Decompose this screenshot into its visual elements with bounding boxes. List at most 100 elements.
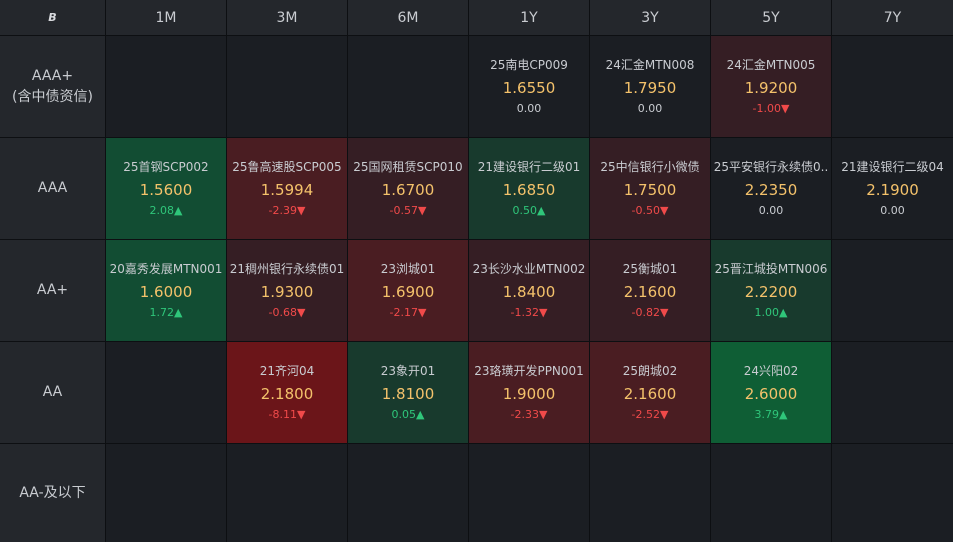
bond-cell[interactable]: 25衡城01 2.1600 -0.82▼ — [590, 240, 710, 341]
bond-cell[interactable]: 25中信银行小微债 1.7500 -0.50▼ — [590, 138, 710, 239]
row-header: AAA — [0, 138, 105, 239]
empty-cell — [106, 36, 226, 137]
row-header-label: AAA — [37, 180, 68, 196]
row-header-sublabel: (含中债资信) — [12, 88, 93, 105]
bond-cell[interactable]: 23珞璜开发PPN001 1.9000 -2.33▼ — [469, 342, 589, 443]
bond-name: 24汇金MTN008 — [605, 57, 695, 72]
bond-name: 21齐河04 — [259, 363, 315, 378]
empty-cell — [832, 342, 953, 443]
bond-rate: 2.2350 — [744, 180, 798, 199]
empty-cell — [227, 36, 347, 137]
bond-cell[interactable]: 25晋江城投MTN006 2.2200 1.00▲ — [711, 240, 831, 341]
bond-cell[interactable]: 23象开01 1.8100 0.05▲ — [348, 342, 468, 443]
bond-cell[interactable]: 24兴阳02 2.6000 3.79▲ — [711, 342, 831, 443]
column-header-7y[interactable]: 7Y — [832, 0, 953, 35]
row-header: AAA+ (含中债资信) — [0, 36, 105, 137]
bond-cell[interactable]: 25南电CP009 1.6550 0.00 — [469, 36, 589, 137]
empty-cell — [469, 444, 589, 542]
column-header-1m[interactable]: 1M — [106, 0, 226, 35]
bond-name: 25鲁高速股SCP005 — [232, 159, 342, 174]
empty-cell — [832, 444, 953, 542]
bond-name: 24汇金MTN005 — [726, 57, 816, 72]
bond-rate: 1.8100 — [381, 384, 435, 403]
empty-cell — [106, 444, 226, 542]
bond-rate: 1.9000 — [502, 384, 556, 403]
bond-cell[interactable]: 25鲁高速股SCP005 1.5994 -2.39▼ — [227, 138, 347, 239]
bond-name: 25朗城02 — [622, 363, 678, 378]
bond-rate: 1.5600 — [139, 180, 193, 199]
row-header-label: AA-及以下 — [19, 484, 86, 501]
bond-name: 23珞璜开发PPN001 — [474, 363, 584, 378]
row-header-label: AAA+ — [31, 67, 74, 84]
empty-cell — [348, 444, 468, 542]
bond-name: 23长沙水业MTN002 — [472, 261, 586, 276]
bond-name: 21稠州银行永续债01 — [229, 261, 345, 276]
bond-cell[interactable]: 23长沙水业MTN002 1.8400 -1.32▼ — [469, 240, 589, 341]
column-header-3m[interactable]: 3M — [227, 0, 347, 35]
bond-rate: 1.7950 — [623, 78, 677, 97]
bond-change: 0.00 — [880, 203, 905, 217]
column-header-5y[interactable]: 5Y — [711, 0, 831, 35]
bond-rate: 1.6700 — [381, 180, 435, 199]
bond-cell[interactable]: 25朗城02 2.1600 -2.52▼ — [590, 342, 710, 443]
bond-change: -0.68▼ — [268, 305, 306, 319]
bond-name: 25平安银行永续债0.. — [713, 159, 829, 174]
bond-name: 25衡城01 — [622, 261, 678, 276]
corner-cell: B — [0, 0, 105, 35]
empty-cell — [590, 444, 710, 542]
empty-cell — [106, 342, 226, 443]
bond-cell[interactable]: 21建设银行二级04 2.1900 0.00 — [832, 138, 953, 239]
bond-cell[interactable]: 21稠州银行永续债01 1.9300 -0.68▼ — [227, 240, 347, 341]
bond-cell[interactable]: 25首钢SCP002 1.5600 2.08▲ — [106, 138, 226, 239]
row-header-label: AA+ — [36, 282, 69, 298]
bond-change: 0.50▲ — [512, 203, 546, 217]
bond-change: -0.57▼ — [389, 203, 427, 217]
row-header-label: AA — [42, 384, 63, 400]
bond-change: 0.00 — [758, 203, 784, 217]
bond-change: 3.79▲ — [754, 407, 788, 421]
bond-change: -2.52▼ — [631, 407, 669, 421]
bond-rate: 2.6000 — [744, 384, 798, 403]
bond-name: 21建设银行二级04 — [841, 159, 944, 174]
bond-cell[interactable]: 25国网租赁SCP010 1.6700 -0.57▼ — [348, 138, 468, 239]
empty-cell — [348, 36, 468, 137]
bond-name: 25首钢SCP002 — [123, 159, 209, 174]
bond-name: 25中信银行小微债 — [600, 159, 700, 174]
logo-icon: B — [48, 11, 57, 24]
bond-rate: 2.1800 — [260, 384, 314, 403]
bond-rate: 2.2200 — [744, 282, 798, 301]
bond-change: 0.00 — [516, 101, 542, 115]
bond-change: -0.50▼ — [631, 203, 669, 217]
row-header: AA+ — [0, 240, 105, 341]
bond-change: -2.33▼ — [510, 407, 548, 421]
bond-change: -2.17▼ — [389, 305, 427, 319]
bond-cell[interactable]: 25平安银行永续债0.. 2.2350 0.00 — [711, 138, 831, 239]
bond-cell[interactable]: 20嘉秀发展MTN001 1.6000 1.72▲ — [106, 240, 226, 341]
bond-cell[interactable]: 24汇金MTN005 1.9200 -1.00▼ — [711, 36, 831, 137]
bond-rate: 1.7500 — [623, 180, 677, 199]
bond-change: -1.32▼ — [510, 305, 548, 319]
bond-rate: 1.5994 — [260, 180, 314, 199]
bond-rate: 1.9300 — [260, 282, 314, 301]
bond-rate: 1.9200 — [744, 78, 798, 97]
bond-name: 25南电CP009 — [490, 57, 568, 72]
column-header-1y[interactable]: 1Y — [469, 0, 589, 35]
bond-name: 25晋江城投MTN006 — [714, 261, 828, 276]
row-header: AA — [0, 342, 105, 443]
bond-rate: 2.1900 — [866, 180, 919, 199]
bond-change: 0.00 — [637, 101, 663, 115]
bond-rate: 1.6900 — [381, 282, 435, 301]
empty-cell — [711, 444, 831, 542]
column-header-6m[interactable]: 6M — [348, 0, 468, 35]
bond-change: 1.00▲ — [754, 305, 788, 319]
bond-cell[interactable]: 21建设银行二级01 1.6850 0.50▲ — [469, 138, 589, 239]
bond-cell[interactable]: 23浏城01 1.6900 -2.17▼ — [348, 240, 468, 341]
bond-cell[interactable]: 21齐河04 2.1800 -8.11▼ — [227, 342, 347, 443]
empty-cell — [832, 240, 953, 341]
empty-cell — [227, 444, 347, 542]
column-header-3y[interactable]: 3Y — [590, 0, 710, 35]
bond-name: 23象开01 — [380, 363, 436, 378]
bond-cell[interactable]: 24汇金MTN008 1.7950 0.00 — [590, 36, 710, 137]
bond-name: 24兴阳02 — [743, 363, 799, 378]
